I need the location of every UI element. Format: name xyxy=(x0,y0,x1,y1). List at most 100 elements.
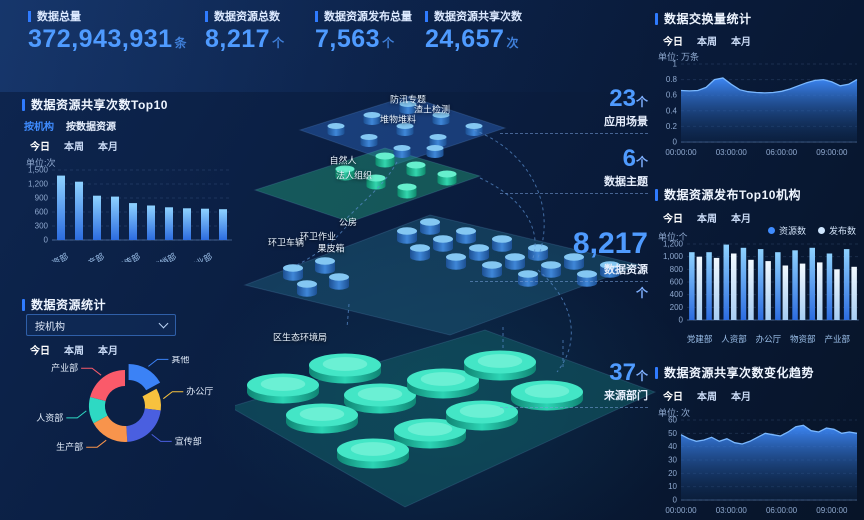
resource-label: 果皮箱 xyxy=(317,243,345,254)
legend-item-resource-count[interactable]: 资源数 xyxy=(767,224,806,237)
tab-today[interactable]: 今日 xyxy=(663,214,683,225)
svg-text:生产部: 生产部 xyxy=(79,251,107,262)
kpi-unit: 条 xyxy=(174,36,187,50)
publish-grouped-bar-chart: 0 200 400 600 800 1,000 1,200 党建部 人资部 办公厅 物资部 产业部 xyxy=(663,240,859,344)
metric-source-departments: 37个 来源部门 xyxy=(500,360,648,408)
scene-label: 渣土检测 xyxy=(413,104,451,115)
svg-text:60: 60 xyxy=(668,416,677,425)
tab-week[interactable]: 本周 xyxy=(64,346,84,357)
tab-month[interactable]: 本月 xyxy=(98,346,118,357)
metric-label: 应用场景 xyxy=(604,116,648,128)
kpi-accent-bar xyxy=(28,10,31,22)
svg-text:1,500: 1,500 xyxy=(28,166,49,175)
resource-label: 公房 xyxy=(338,217,358,228)
svg-text:0.4: 0.4 xyxy=(666,106,678,115)
svg-text:800: 800 xyxy=(670,265,684,274)
kpi-unit: 次 xyxy=(506,36,519,50)
svg-text:30: 30 xyxy=(668,456,677,465)
kpi-accent-bar xyxy=(425,10,428,22)
exchange-unit: 单位: 万条 xyxy=(658,52,700,62)
panel-title-text: 数据资源发布Top10机构 xyxy=(664,188,801,202)
metric-label: 数据主题 xyxy=(604,176,648,188)
trend-area-chart: 0 10 20 30 40 50 60 00:00:00 03:00:00 06:00:00 09:… xyxy=(665,416,858,515)
tab-week[interactable]: 本周 xyxy=(697,37,717,48)
share-top10-bar-chart: 0 300 600 900 1,200 1,500 人资部 生产部 宣传部 营销部 产业部 xyxy=(28,166,232,262)
trend-unit: 单位: 次 xyxy=(658,408,691,418)
publish-time-tabs: 今日 本周 本月 xyxy=(663,210,751,225)
scene-label: 堆物堆料 xyxy=(379,114,417,125)
kpi-card-publish-total: 数据资源发布总量 7,563 个 xyxy=(315,8,421,54)
panel-title-text: 数据资源统计 xyxy=(31,298,107,312)
resource-stats-dropdown[interactable]: 按机构 xyxy=(26,314,176,336)
exchange-time-tabs: 今日 本周 本月 xyxy=(663,33,751,48)
svg-text:1,200: 1,200 xyxy=(28,180,49,189)
publish-legend: 资源数 发布数 xyxy=(767,224,856,237)
kpi-card-share-count: 数据资源共享次数 24,657 次 xyxy=(425,8,565,54)
svg-text:00:00:00: 00:00:00 xyxy=(665,506,697,515)
chevron-down-icon xyxy=(158,318,169,329)
svg-text:1: 1 xyxy=(673,60,678,69)
svg-text:09:00:00: 09:00:00 xyxy=(816,506,848,515)
svg-text:40: 40 xyxy=(668,442,677,451)
kpi-accent-bar xyxy=(205,10,208,22)
svg-text:宣传部: 宣传部 xyxy=(175,435,202,446)
share-top10-time-tabs: 今日 本周 本月 xyxy=(30,138,118,153)
title-accent-bar xyxy=(655,12,658,25)
svg-text:产业部: 产业部 xyxy=(824,334,850,344)
svg-text:300: 300 xyxy=(35,222,49,231)
subtab-by-resource[interactable]: 按数据资源 xyxy=(66,122,116,133)
metric-data-themes: 6个 数据主题 xyxy=(500,146,648,194)
panel-title-exchange: 数据交换量统计 xyxy=(655,10,752,27)
metric-value: 37 xyxy=(609,359,636,386)
tab-today[interactable]: 今日 xyxy=(663,392,683,403)
share-top10-dimension-tabs: 按机构 按数据资源 xyxy=(24,118,116,133)
panel-title-text: 数据资源共享次数变化趋势 xyxy=(664,366,815,380)
legend-item-publish-count[interactable]: 发布数 xyxy=(817,224,856,237)
tab-week[interactable]: 本周 xyxy=(64,142,84,153)
panel-title-publish-top10: 数据资源发布Top10机构 xyxy=(655,186,801,203)
panel-title-text: 数据资源共享次数Top10 xyxy=(31,98,168,112)
metric-data-resources: 8,217 数据资源 个 xyxy=(470,228,648,301)
share-top10-unit: 单位:次 xyxy=(26,158,56,168)
svg-text:营销部: 营销部 xyxy=(151,251,179,262)
svg-text:1,200: 1,200 xyxy=(663,240,684,249)
legend-label: 资源数 xyxy=(778,226,806,236)
legend-label: 发布数 xyxy=(828,226,856,236)
svg-text:900: 900 xyxy=(35,194,49,203)
svg-text:0.2: 0.2 xyxy=(666,122,678,131)
title-accent-bar xyxy=(655,366,658,379)
subtab-by-org[interactable]: 按机构 xyxy=(24,122,54,133)
tab-week[interactable]: 本周 xyxy=(697,392,717,403)
kpi-value: 8,217 xyxy=(205,25,271,53)
kpi-card-total-data: 数据总量 372,943,931 条 xyxy=(28,8,200,54)
tab-week[interactable]: 本周 xyxy=(697,214,717,225)
metric-value: 23 xyxy=(609,85,636,112)
theme-label: 自然人 xyxy=(329,155,357,166)
kpi-label: 数据资源发布总量 xyxy=(324,11,412,23)
scene-label: 防汛专题 xyxy=(389,94,427,105)
svg-text:人资部: 人资部 xyxy=(36,412,63,423)
metric-dashed-line xyxy=(470,281,648,282)
svg-text:其他: 其他 xyxy=(171,356,189,364)
tab-month[interactable]: 本月 xyxy=(731,392,751,403)
tab-month[interactable]: 本月 xyxy=(731,37,751,48)
resource-label: 环卫车辆 xyxy=(267,237,305,248)
title-accent-bar xyxy=(655,188,658,201)
tab-month[interactable]: 本月 xyxy=(731,214,751,225)
tab-month[interactable]: 本月 xyxy=(98,142,118,153)
svg-text:0: 0 xyxy=(679,316,684,325)
svg-text:600: 600 xyxy=(670,278,684,287)
metric-dashed-line xyxy=(500,193,648,194)
tab-today[interactable]: 今日 xyxy=(30,346,50,357)
tab-today[interactable]: 今日 xyxy=(30,142,50,153)
svg-text:06:00:00: 06:00:00 xyxy=(766,506,798,515)
tab-today[interactable]: 今日 xyxy=(663,37,683,48)
svg-text:产业部: 产业部 xyxy=(51,362,78,373)
kpi-unit: 个 xyxy=(382,36,395,50)
svg-text:物资部: 物资部 xyxy=(790,334,816,344)
panel-title-share-top10: 数据资源共享次数Top10 xyxy=(22,96,168,113)
metric-label: 来源部门 xyxy=(604,390,648,402)
layered-planes-graphic xyxy=(235,95,657,508)
svg-text:200: 200 xyxy=(670,303,684,312)
